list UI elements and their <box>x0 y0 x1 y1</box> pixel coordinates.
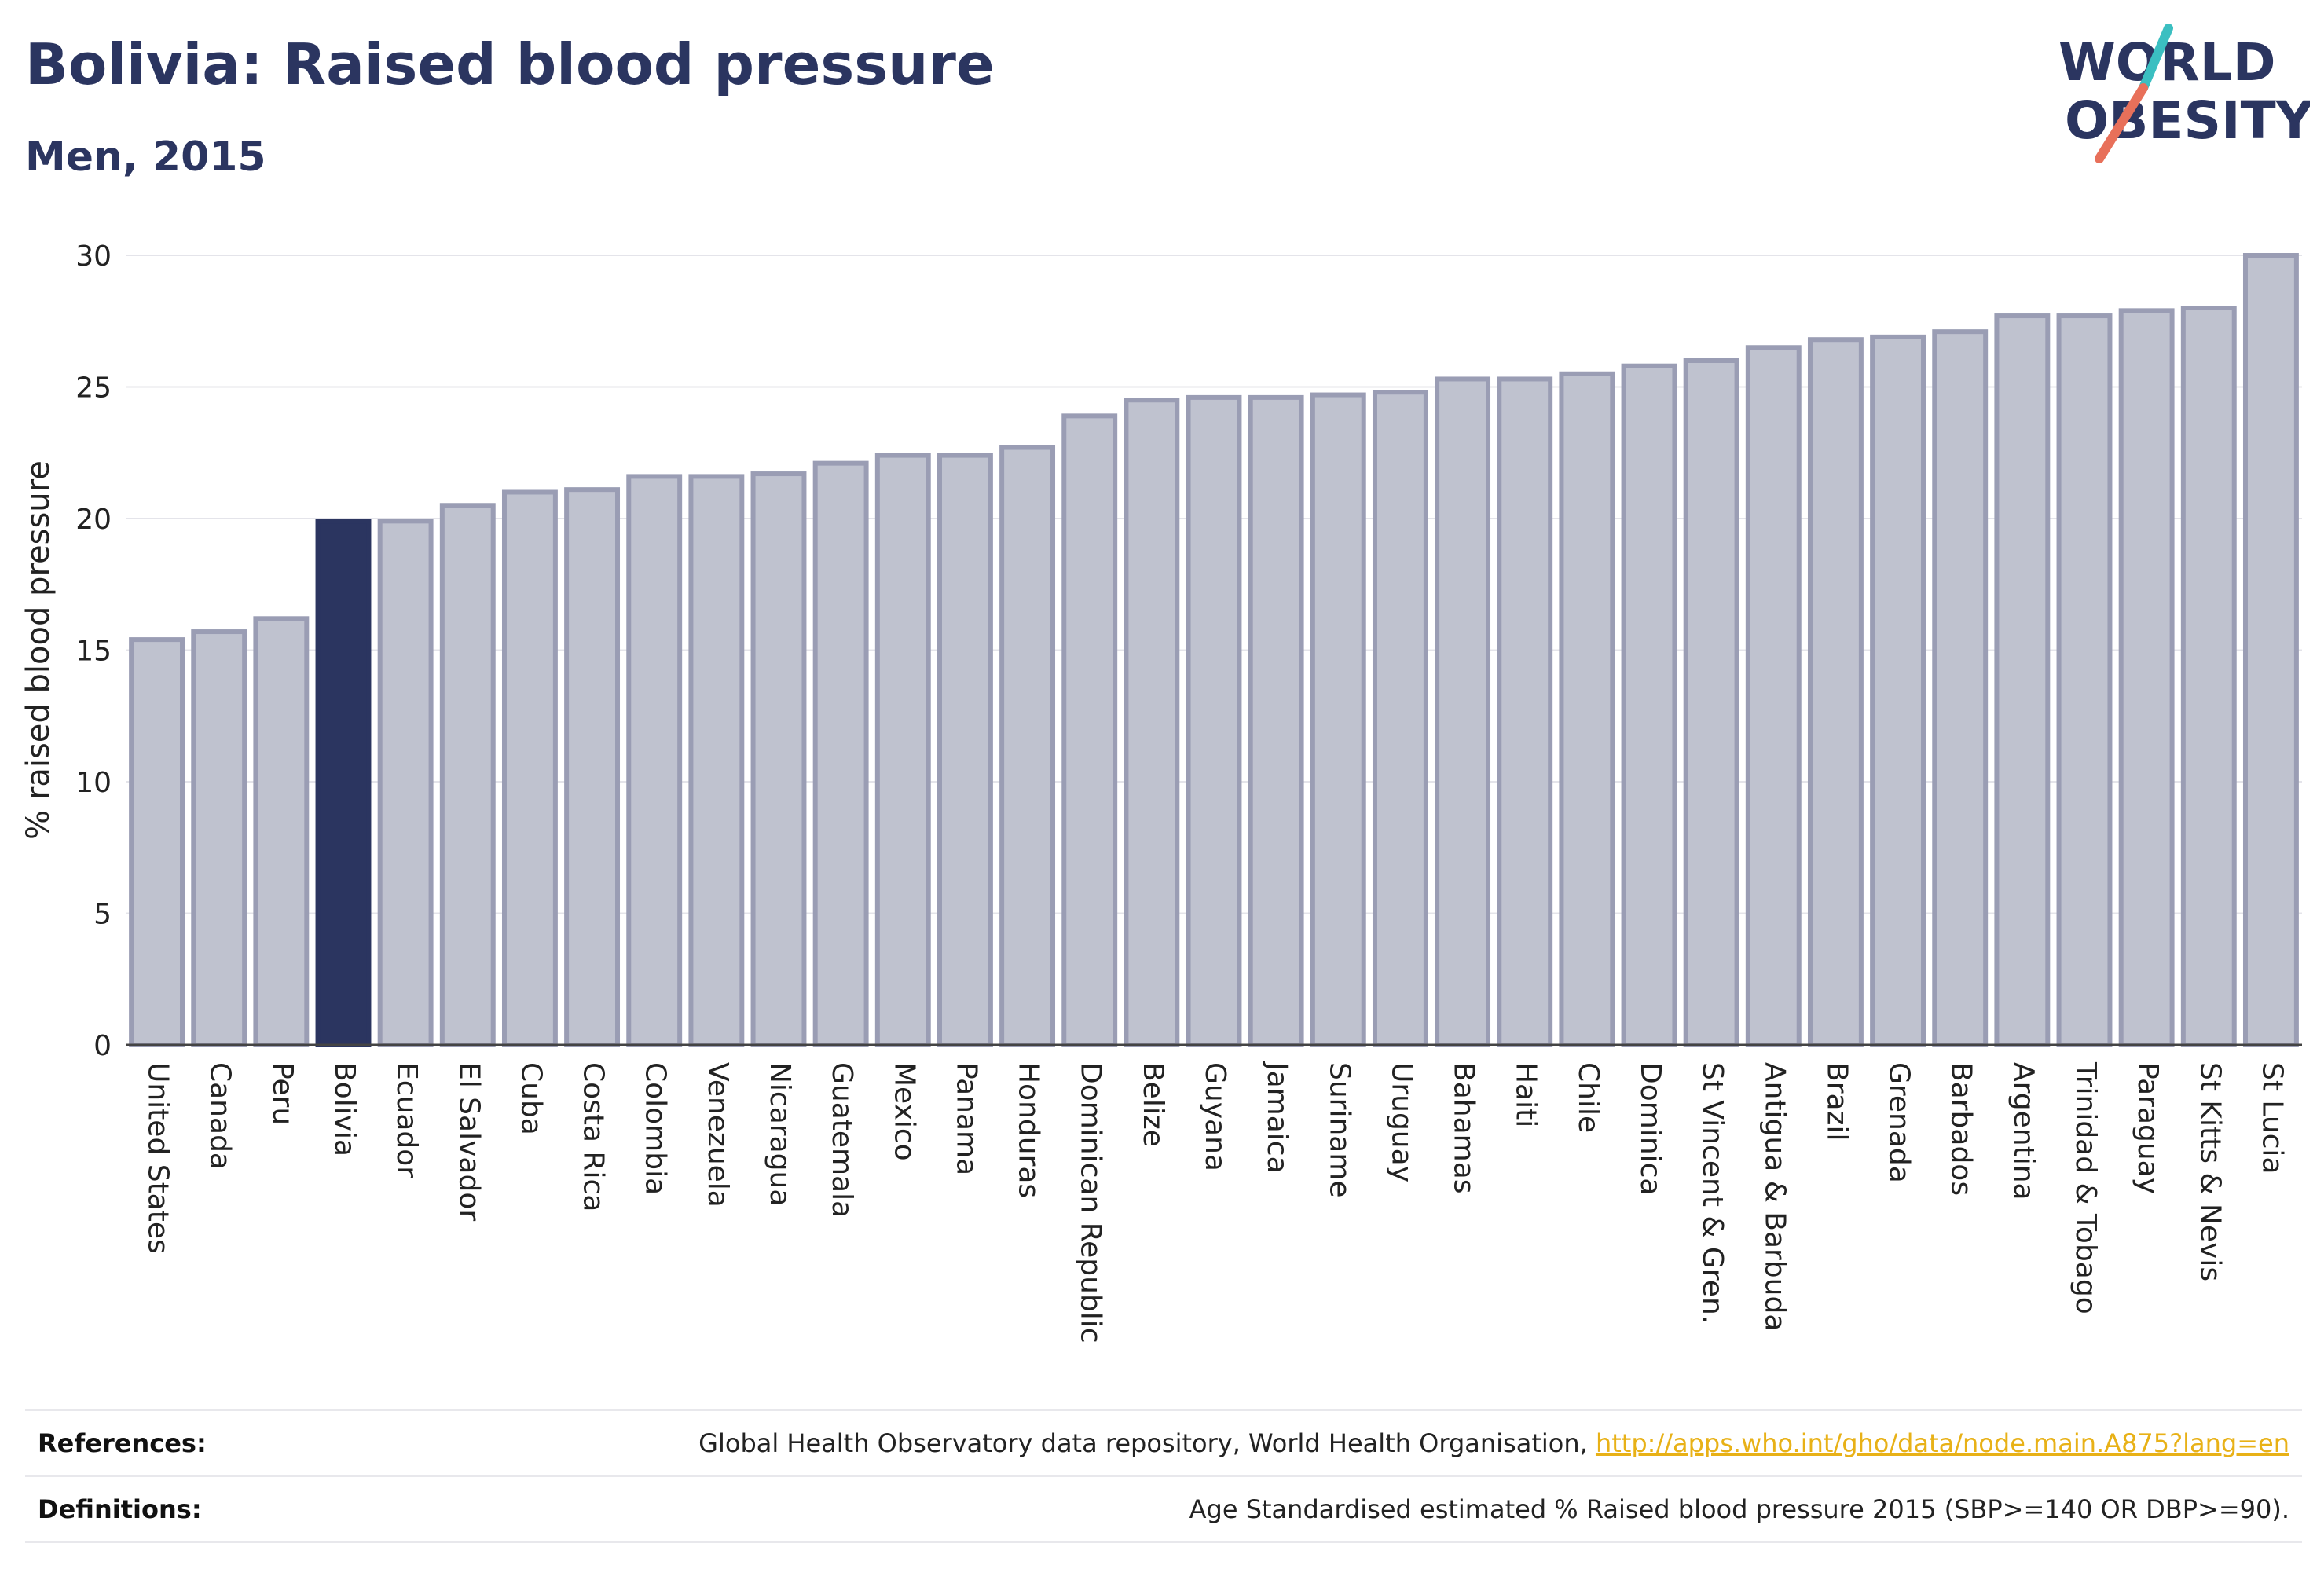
logo-slash-coral <box>2095 83 2148 163</box>
bar-barbados <box>1932 329 1989 1047</box>
x-tick-label: St Lucia <box>2256 1062 2288 1175</box>
bar-dominican-republic <box>1061 413 1118 1047</box>
world-obesity-logo: WORLD OBESITY <box>2058 24 2310 163</box>
definitions-value: Age Standardised estimated % Raised bloo… <box>1189 1494 2289 1524</box>
x-tick-label: Cuba <box>515 1062 547 1135</box>
bar-colombia <box>626 474 683 1047</box>
x-tick-label: Trinidad & Tobago <box>2069 1061 2102 1314</box>
x-tick-label: Ecuador <box>390 1062 423 1178</box>
x-tick-label: Suriname <box>1323 1062 1355 1198</box>
bar-st-lucia <box>2242 253 2299 1047</box>
chart-title: Bolivia: Raised blood pressure <box>25 31 995 97</box>
bar-peru <box>253 616 310 1047</box>
bar-brazil <box>1807 337 1864 1047</box>
x-tick-label: Peru <box>266 1062 299 1125</box>
bar-st-kitts-nevis <box>2180 306 2237 1047</box>
bar-chile <box>1559 371 1615 1047</box>
references-value: Global Health Observatory data repositor… <box>698 1428 2289 1458</box>
y-tick-label: 20 <box>75 504 112 536</box>
x-axis: United States Canada Peru Bolivia Ecuador El … <box>126 1043 2302 1343</box>
x-tick-label: Grenada <box>1883 1062 1915 1183</box>
x-tick-label: Panama <box>950 1062 982 1175</box>
y-axis-title: % raised blood pressure <box>20 460 57 840</box>
x-tick-label: Bolivia <box>328 1062 361 1156</box>
bars <box>129 253 2299 1048</box>
references-link[interactable]: http://apps.who.int/gho/data/node.main.A… <box>1595 1428 2289 1458</box>
y-tick-label: 10 <box>75 767 112 799</box>
bar-bolivia <box>315 519 372 1047</box>
x-tick-label: Jamaica <box>1261 1061 1293 1174</box>
bar-nicaragua <box>750 471 807 1047</box>
bar-grenada <box>1870 334 1926 1048</box>
bar-dominica <box>1621 363 1677 1047</box>
bar-el-salvador <box>439 503 496 1047</box>
bar-venezuela <box>688 474 745 1047</box>
bar-canada <box>191 629 247 1047</box>
x-tick-label: Colombia <box>640 1062 672 1195</box>
x-tick-label: United States <box>142 1062 174 1254</box>
x-tick-label: Paraguay <box>2132 1062 2164 1194</box>
definitions-row: Definitions: Age Standardised estimated … <box>25 1475 2302 1538</box>
bar-trinidad-tobago <box>2056 313 2113 1047</box>
definitions-label: Definitions: <box>38 1494 202 1524</box>
bar-ecuador <box>377 519 434 1047</box>
bar-jamaica <box>1248 394 1304 1047</box>
footer-divider <box>25 1541 2302 1543</box>
x-tick-label: Bahamas <box>1448 1062 1480 1194</box>
bar-costa-rica <box>564 487 621 1047</box>
chart-subtitle: Men, 2015 <box>25 134 266 181</box>
x-tick-label: Brazil <box>1820 1062 1853 1141</box>
bar-guyana <box>1186 394 1242 1047</box>
bar-antigua-barbuda <box>1745 345 1802 1047</box>
x-tick-label: Argentina <box>2007 1062 2040 1200</box>
x-tick-label: Antigua & Barbuda <box>1758 1062 1791 1331</box>
bar-suriname <box>1310 392 1366 1047</box>
bar-belize <box>1124 398 1180 1047</box>
x-tick-label: Honduras <box>1013 1062 1045 1198</box>
y-axis: 0 5 10 15 20 25 30 <box>75 240 112 1062</box>
bar-honduras <box>999 445 1056 1047</box>
bar-uruguay <box>1372 390 1428 1047</box>
references-label: References: <box>38 1428 207 1458</box>
x-tick-label: Haiti <box>1510 1062 1542 1127</box>
bar-guatemala <box>812 460 869 1047</box>
bar-bahamas <box>1435 376 1491 1047</box>
y-tick-label: 0 <box>93 1030 112 1062</box>
x-tick-label: Costa Rica <box>577 1062 610 1211</box>
bar-chart: 0 5 10 15 20 25 30 United States Canada Peru Boli… <box>20 240 2302 1343</box>
bar-cuba <box>501 489 558 1047</box>
x-tick-label: Barbados <box>1945 1062 1978 1196</box>
x-tick-label: St Kitts & Nevis <box>2194 1062 2226 1281</box>
x-tick-label: Nicaragua <box>764 1062 796 1206</box>
x-tick-label: Chile <box>1572 1062 1604 1133</box>
bar-st-vincent-gren- <box>1683 358 1739 1047</box>
bar-paraguay <box>2118 308 2175 1048</box>
x-tick-label: St Vincent & Gren. <box>1696 1062 1728 1324</box>
bar-haiti <box>1497 376 1553 1047</box>
y-tick-label: 5 <box>93 899 112 931</box>
x-tick-label: Mexico <box>888 1062 920 1161</box>
x-tick-label: Guyana <box>1199 1062 1231 1171</box>
references-text: Global Health Observatory data repositor… <box>698 1428 1596 1458</box>
y-tick-label: 25 <box>75 372 112 405</box>
x-tick-label: Canada <box>204 1062 236 1170</box>
y-tick-label: 30 <box>75 240 112 273</box>
x-tick-label: Dominican Republic <box>1075 1062 1107 1343</box>
x-tick-label: Uruguay <box>1385 1062 1417 1182</box>
y-tick-label: 15 <box>75 636 112 668</box>
x-tick-label: Dominica <box>1634 1062 1666 1196</box>
x-tick-label: Belize <box>1137 1062 1169 1147</box>
x-tick-label: El Salvador <box>453 1062 485 1221</box>
bar-united-states <box>129 637 185 1047</box>
bar-argentina <box>1994 313 2051 1047</box>
references-row: References: Global Health Observatory da… <box>25 1409 2302 1472</box>
x-tick-label: Guatemala <box>826 1062 858 1218</box>
logo-slash-teal <box>2139 24 2173 93</box>
bar-panama <box>937 453 993 1047</box>
bar-mexico <box>874 453 931 1047</box>
x-tick-label: Venezuela <box>702 1062 734 1208</box>
